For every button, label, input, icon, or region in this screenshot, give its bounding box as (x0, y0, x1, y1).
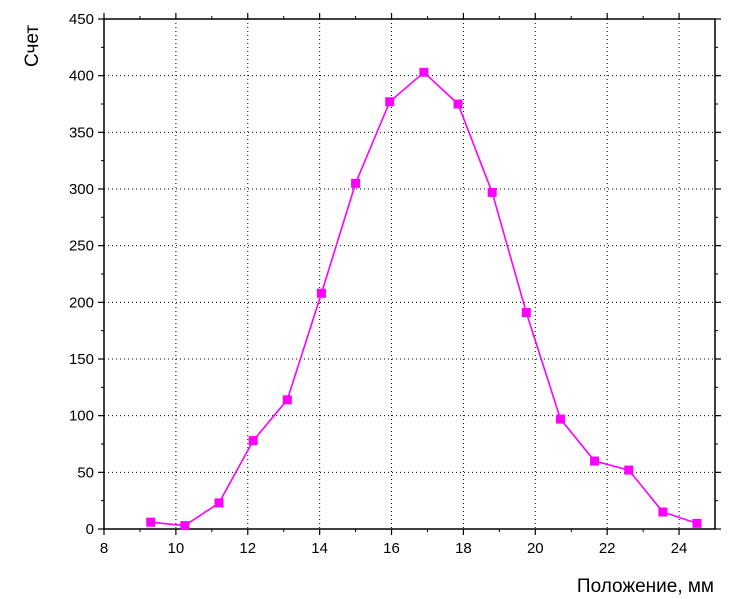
series-line (150, 71, 698, 527)
data-point (555, 414, 565, 424)
data-point (180, 521, 190, 531)
data-series (146, 67, 702, 531)
y-tick-label: 100 (69, 408, 94, 425)
data-point (521, 308, 531, 318)
ticks: 8 10 12 14 16 18 20 22 24 0 50 100 150 200 250 300 350 40… (69, 11, 721, 557)
y-axis-title: Счет (22, 25, 43, 67)
plot-frame (103, 18, 716, 530)
x-tick-label: 16 (383, 540, 400, 557)
data-point (385, 97, 395, 107)
x-tick-label: 10 (168, 540, 185, 557)
y-tick-label: 450 (69, 11, 94, 28)
data-point (624, 465, 634, 475)
x-tick-label: 12 (239, 540, 256, 557)
x-tick-label: 22 (599, 540, 616, 557)
y-tick-label: 350 (69, 124, 94, 141)
y-tick-label: 0 (86, 521, 94, 538)
x-tick-label: 14 (311, 540, 328, 557)
y-tick-label: 150 (69, 351, 94, 368)
data-point (351, 178, 361, 188)
data-point (419, 67, 429, 77)
y-tick-label: 200 (69, 294, 94, 311)
data-point (487, 187, 497, 197)
y-tick-label: 250 (69, 238, 94, 255)
x-tick-label: 8 (100, 540, 108, 557)
y-tick-label: 50 (77, 464, 94, 481)
x-tick-label: 20 (527, 540, 544, 557)
x-tick-label: 18 (455, 540, 472, 557)
data-point (248, 436, 258, 446)
y-tick-label: 400 (69, 68, 94, 85)
data-point (590, 456, 600, 466)
data-point (658, 507, 668, 517)
x-axis-title: Положение, мм (577, 576, 714, 597)
data-point (453, 99, 463, 109)
y-tick-label: 300 (69, 181, 94, 198)
axes (103, 18, 716, 530)
data-point (146, 517, 156, 527)
x-tick-label: 24 (671, 540, 688, 557)
data-point (692, 518, 702, 528)
data-point (316, 288, 326, 298)
data-point (282, 395, 292, 405)
data-point (214, 498, 224, 508)
grid-lines (104, 19, 715, 529)
